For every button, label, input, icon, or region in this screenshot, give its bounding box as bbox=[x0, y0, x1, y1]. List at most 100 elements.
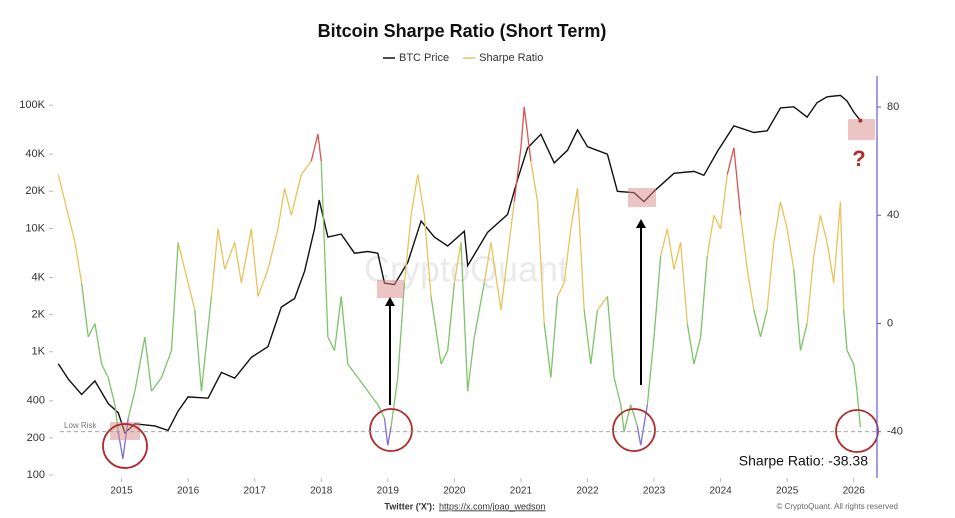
sharpe-segment bbox=[806, 255, 815, 324]
sharpe-segment bbox=[666, 228, 675, 270]
sharpe-segment bbox=[819, 215, 828, 243]
sharpe-segment bbox=[300, 160, 312, 176]
sharpe-segment bbox=[210, 228, 219, 297]
sharpe-segment bbox=[826, 242, 835, 284]
y-tick-label: 10K bbox=[25, 222, 45, 234]
y-tick-label: 200 bbox=[27, 432, 45, 444]
y-tick-label: 400 bbox=[27, 395, 45, 407]
sharpe-segment bbox=[320, 161, 329, 338]
arrow-head bbox=[385, 297, 395, 306]
highlights bbox=[102, 119, 879, 469]
sharpe-segment bbox=[596, 296, 608, 311]
sharpe-segment bbox=[357, 377, 369, 392]
sharpe-segment bbox=[833, 201, 842, 283]
footer-link[interactable]: https://x.com/joao_wedson bbox=[439, 501, 546, 511]
x-tick-label: 2024 bbox=[709, 486, 732, 497]
sharpe-segment bbox=[843, 309, 848, 351]
sharpe-segment bbox=[576, 188, 585, 311]
x-tick-label: 2023 bbox=[643, 486, 666, 497]
sharpe-segment bbox=[194, 309, 203, 392]
sharpe-segment bbox=[217, 228, 226, 270]
sharpe-segment bbox=[530, 161, 539, 202]
sharpe-segment bbox=[467, 336, 475, 392]
sharpe-segment bbox=[753, 309, 762, 338]
chart-title: Bitcoin Sharpe Ratio (Short Term) bbox=[318, 21, 607, 41]
x-tick-label: 2016 bbox=[177, 486, 200, 497]
sharpe-segment bbox=[739, 215, 748, 270]
y-tick-label: 4K bbox=[32, 271, 46, 283]
sharpe-segment bbox=[483, 242, 492, 284]
sharpe-segment bbox=[853, 363, 858, 392]
sharpe-segment bbox=[556, 282, 565, 297]
sharpe-segment bbox=[813, 215, 822, 256]
sharpe-segment bbox=[250, 228, 259, 297]
question-mark: ? bbox=[852, 146, 865, 171]
sharpe-segment bbox=[680, 242, 688, 324]
sharpe-segment bbox=[74, 242, 83, 284]
sharpe-segment bbox=[57, 174, 66, 202]
sharpe-segment bbox=[234, 242, 243, 284]
sharpe-segment bbox=[793, 269, 802, 351]
sharpe-segment bbox=[80, 282, 89, 338]
sharpe-segment bbox=[150, 377, 163, 392]
sharpe-segment bbox=[267, 228, 279, 270]
circle-marker bbox=[102, 423, 148, 469]
sharpe-segment bbox=[410, 174, 419, 216]
plot-area bbox=[57, 94, 862, 459]
sharpe-segment bbox=[310, 133, 319, 162]
sharpe-segment bbox=[726, 147, 735, 175]
highlight-box bbox=[628, 188, 656, 207]
sharpe-segment bbox=[706, 215, 715, 256]
y2-tick-label: -40 bbox=[887, 426, 903, 438]
sharpe-segment bbox=[513, 147, 522, 202]
sharpe-segment bbox=[447, 282, 455, 351]
btc-price-line bbox=[57, 94, 861, 435]
sharpe-segment bbox=[766, 242, 775, 311]
sharpe-segment bbox=[799, 323, 808, 351]
sharpe-segment bbox=[397, 282, 406, 378]
x-tick-label: 2021 bbox=[510, 486, 533, 497]
sharpe-segment bbox=[240, 228, 252, 284]
sharpe-segment bbox=[719, 174, 728, 229]
circle-marker bbox=[612, 408, 656, 452]
sharpe-segment bbox=[590, 309, 599, 365]
sharpe-segment bbox=[460, 242, 469, 392]
sharpe-segment bbox=[606, 296, 615, 378]
sharpe-segment bbox=[779, 201, 788, 229]
circle-marker bbox=[369, 408, 413, 452]
sharpe-segment bbox=[473, 282, 485, 338]
sharpe-segment bbox=[520, 107, 525, 148]
x-tick-label: 2019 bbox=[377, 486, 400, 497]
sharpe-segment bbox=[430, 296, 442, 365]
sharpe-segment bbox=[523, 106, 532, 162]
sharpe-segment bbox=[403, 215, 412, 283]
y-tick-label: 100 bbox=[27, 469, 45, 481]
sharpe-segment bbox=[367, 390, 379, 406]
x-tick-label: 2017 bbox=[244, 486, 267, 497]
sharpe-segment bbox=[107, 377, 116, 405]
low-risk-label: Low Risk bbox=[64, 421, 97, 430]
sharpe-segment bbox=[127, 390, 136, 419]
sharpe-segment bbox=[347, 363, 359, 378]
sharpe-segment bbox=[693, 336, 702, 365]
y-tick-label: 100K bbox=[19, 99, 45, 111]
sharpe-segment bbox=[563, 228, 572, 283]
sharpe-segment bbox=[536, 201, 545, 324]
sharpe-segment bbox=[417, 174, 426, 216]
y-tick-label: 20K bbox=[25, 185, 45, 197]
sharpe-segment bbox=[440, 350, 449, 365]
sharpe-segment bbox=[423, 215, 432, 297]
sharpe-segment bbox=[453, 242, 462, 284]
sharpe-segment bbox=[500, 255, 509, 311]
sharpe-segment bbox=[653, 255, 662, 338]
y2-tick-label: 80 bbox=[887, 101, 899, 113]
x-tick-label: 2020 bbox=[443, 486, 466, 497]
sharpe-segment bbox=[134, 336, 146, 392]
sharpe-segment bbox=[170, 242, 179, 351]
sharpe-segment bbox=[283, 188, 292, 216]
sharpe-segment bbox=[630, 404, 639, 427]
sharpe-segment bbox=[290, 174, 302, 216]
x-tick-label: 2022 bbox=[576, 486, 599, 497]
sharpe-segment bbox=[543, 323, 552, 378]
